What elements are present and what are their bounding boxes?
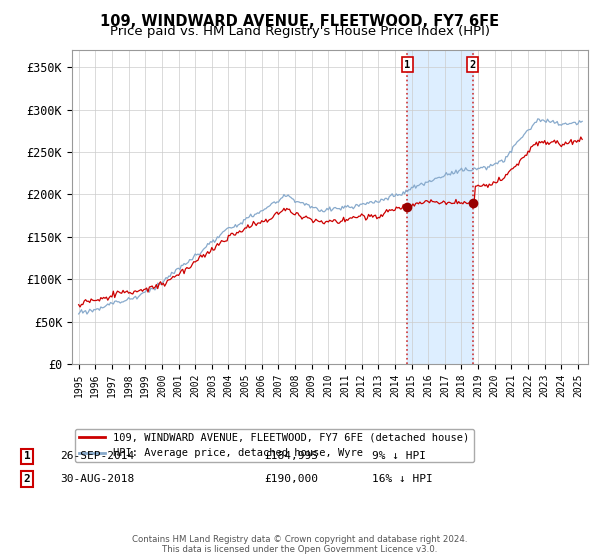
Text: 26-SEP-2014: 26-SEP-2014 <box>60 451 134 461</box>
Text: 16% ↓ HPI: 16% ↓ HPI <box>372 474 433 484</box>
Text: 2: 2 <box>23 474 31 484</box>
Text: 9% ↓ HPI: 9% ↓ HPI <box>372 451 426 461</box>
Text: Price paid vs. HM Land Registry's House Price Index (HPI): Price paid vs. HM Land Registry's House … <box>110 25 490 38</box>
Text: 1: 1 <box>23 451 31 461</box>
Text: 30-AUG-2018: 30-AUG-2018 <box>60 474 134 484</box>
Text: 2: 2 <box>470 60 476 70</box>
Text: 1: 1 <box>404 60 410 70</box>
Text: Contains HM Land Registry data © Crown copyright and database right 2024.
This d: Contains HM Land Registry data © Crown c… <box>132 535 468 554</box>
Legend: 109, WINDWARD AVENUE, FLEETWOOD, FY7 6FE (detached house), HPI: Average price, d: 109, WINDWARD AVENUE, FLEETWOOD, FY7 6FE… <box>74 429 473 463</box>
Text: £190,000: £190,000 <box>264 474 318 484</box>
Text: £184,995: £184,995 <box>264 451 318 461</box>
Text: 109, WINDWARD AVENUE, FLEETWOOD, FY7 6FE: 109, WINDWARD AVENUE, FLEETWOOD, FY7 6FE <box>100 14 500 29</box>
Bar <box>407 50 473 364</box>
